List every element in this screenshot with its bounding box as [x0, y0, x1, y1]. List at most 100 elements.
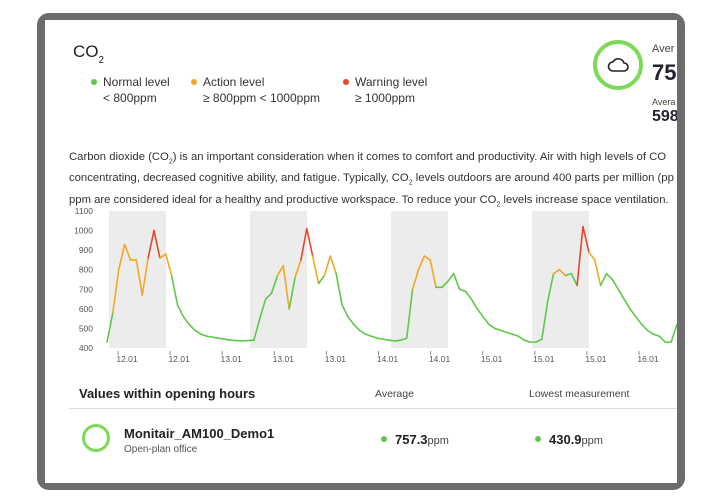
opening-hours-band	[250, 211, 307, 348]
dashboard-screen: CO2 Normal level < 800ppm Action level ≥…	[45, 20, 677, 483]
co2-line-segment	[147, 229, 155, 259]
co2-line-segment	[635, 315, 643, 326]
co2-line-segment	[535, 338, 543, 343]
y-tick-label: 1000	[74, 226, 93, 236]
co2-line-segment	[123, 243, 132, 261]
co2-line-segment	[458, 288, 467, 293]
co2-line-segment	[546, 272, 555, 302]
y-tick-label: 1100	[75, 206, 94, 216]
co2-line-segment	[652, 333, 661, 338]
co2-line-segment	[194, 329, 202, 336]
opening-hours-band	[391, 211, 448, 348]
co2-line-segment	[170, 274, 179, 306]
co2-line-segment	[164, 253, 173, 277]
co2-line-segment	[376, 337, 384, 340]
co2-line-segment	[441, 280, 449, 289]
co2-line-segment	[358, 329, 367, 336]
opening-hours-band	[532, 211, 589, 348]
x-tick-label: 13.01	[325, 354, 347, 364]
green-dot-icon	[91, 79, 97, 85]
device-status-icon	[82, 424, 110, 452]
x-tick-label: 15.01	[481, 354, 503, 364]
opening-hours-band	[109, 211, 166, 348]
orange-dot-icon	[191, 79, 197, 85]
co2-line-segment	[470, 298, 479, 310]
co2-line-segment	[640, 323, 649, 332]
table-title: Values within opening hours	[79, 386, 256, 401]
x-tick-label: 13.01	[221, 354, 243, 364]
description-line-3: ppm are considered ideal for a healthy a…	[69, 193, 669, 208]
device-name[interactable]: Monitair_AM100_Demo1	[124, 426, 275, 441]
co2-line-segment	[611, 278, 620, 291]
co2-line-segment	[388, 339, 396, 342]
x-tick-label: 12.01	[168, 354, 190, 364]
co2-line-segment	[217, 337, 226, 340]
lowest-value: 598	[652, 108, 677, 125]
y-tick-label: 700	[79, 284, 93, 294]
co2-line-segment	[211, 336, 220, 340]
x-tick-label: 14.01	[377, 354, 399, 364]
co2-line-segment	[646, 329, 655, 336]
co2-line-segment	[347, 315, 355, 326]
co2-line-segment	[206, 335, 214, 339]
co2-line-segment	[223, 338, 232, 341]
co2-line-segment	[153, 229, 161, 259]
co2-line-segment	[417, 255, 426, 271]
co2-line-segment	[112, 268, 120, 314]
co2-line-segment	[288, 276, 296, 310]
y-tick-label: 500	[79, 323, 93, 333]
device-average: 757.3ppm	[381, 432, 449, 447]
co2-line-segment	[135, 259, 144, 296]
co2-line-segment	[258, 298, 267, 320]
co2-line-segment	[423, 255, 431, 261]
co2-line-segment	[494, 327, 502, 332]
co2-line-segment	[305, 227, 314, 257]
co2-line-segment	[176, 304, 185, 318]
co2-line-segment	[182, 315, 191, 326]
co2-line-segment	[117, 243, 126, 271]
co2-line-segment	[623, 298, 631, 310]
status-ring	[593, 40, 643, 90]
average-value: 75	[652, 60, 677, 85]
average-label: Aver	[652, 43, 675, 55]
co2-line-segment	[599, 272, 608, 287]
co2-line-segment	[382, 338, 390, 341]
x-tick-label: 15.01	[533, 354, 555, 364]
description-line-1: Carbon dioxide (CO2) is an important con…	[69, 151, 667, 166]
co2-line-segment	[106, 311, 114, 343]
co2-line-segment	[405, 288, 414, 340]
co2-line-segment	[370, 335, 379, 340]
co2-line-segment	[270, 274, 279, 294]
co2-line-segment	[476, 308, 484, 318]
description-line-2: concentrating, decreased cognitive abili…	[69, 172, 674, 187]
co2-line-segment	[499, 329, 508, 334]
co2-line-segment	[276, 264, 285, 277]
co2-line-chart: 400 500 600 700 800 900 1000 1100 12.01 12.01 13.0…	[74, 206, 677, 364]
table-divider	[69, 408, 677, 409]
co2-line-segment	[482, 315, 490, 326]
co2-line-segment	[300, 227, 308, 261]
co2-line-segment	[429, 259, 437, 289]
y-tick-label: 600	[79, 304, 93, 314]
device-lowest: 430.9ppm	[535, 432, 603, 447]
co2-line-segment	[141, 257, 149, 296]
co2-line-segment	[517, 335, 526, 341]
co2-line-segment	[511, 333, 520, 338]
co2-line-segment	[335, 272, 343, 306]
red-dot-icon	[343, 79, 349, 85]
co2-line-segment	[576, 225, 584, 287]
co2-line-segment	[253, 317, 261, 341]
device-location: Open-plan office	[124, 444, 198, 455]
x-tick-label: 14.01	[429, 354, 451, 364]
green-dot-icon	[381, 436, 387, 442]
co2-line-segment	[311, 255, 320, 285]
legend-normal: Normal level < 800ppm	[91, 74, 170, 106]
co2-line-segment	[570, 272, 578, 287]
column-average: Average	[375, 388, 414, 400]
co2-line-segment	[552, 268, 561, 275]
co2-line-segment	[658, 335, 667, 343]
co2-line-segment	[541, 300, 549, 340]
co2-line-segment	[364, 333, 373, 338]
column-lowest: Lowest measurement	[529, 388, 630, 400]
co2-line-segment	[447, 272, 455, 283]
